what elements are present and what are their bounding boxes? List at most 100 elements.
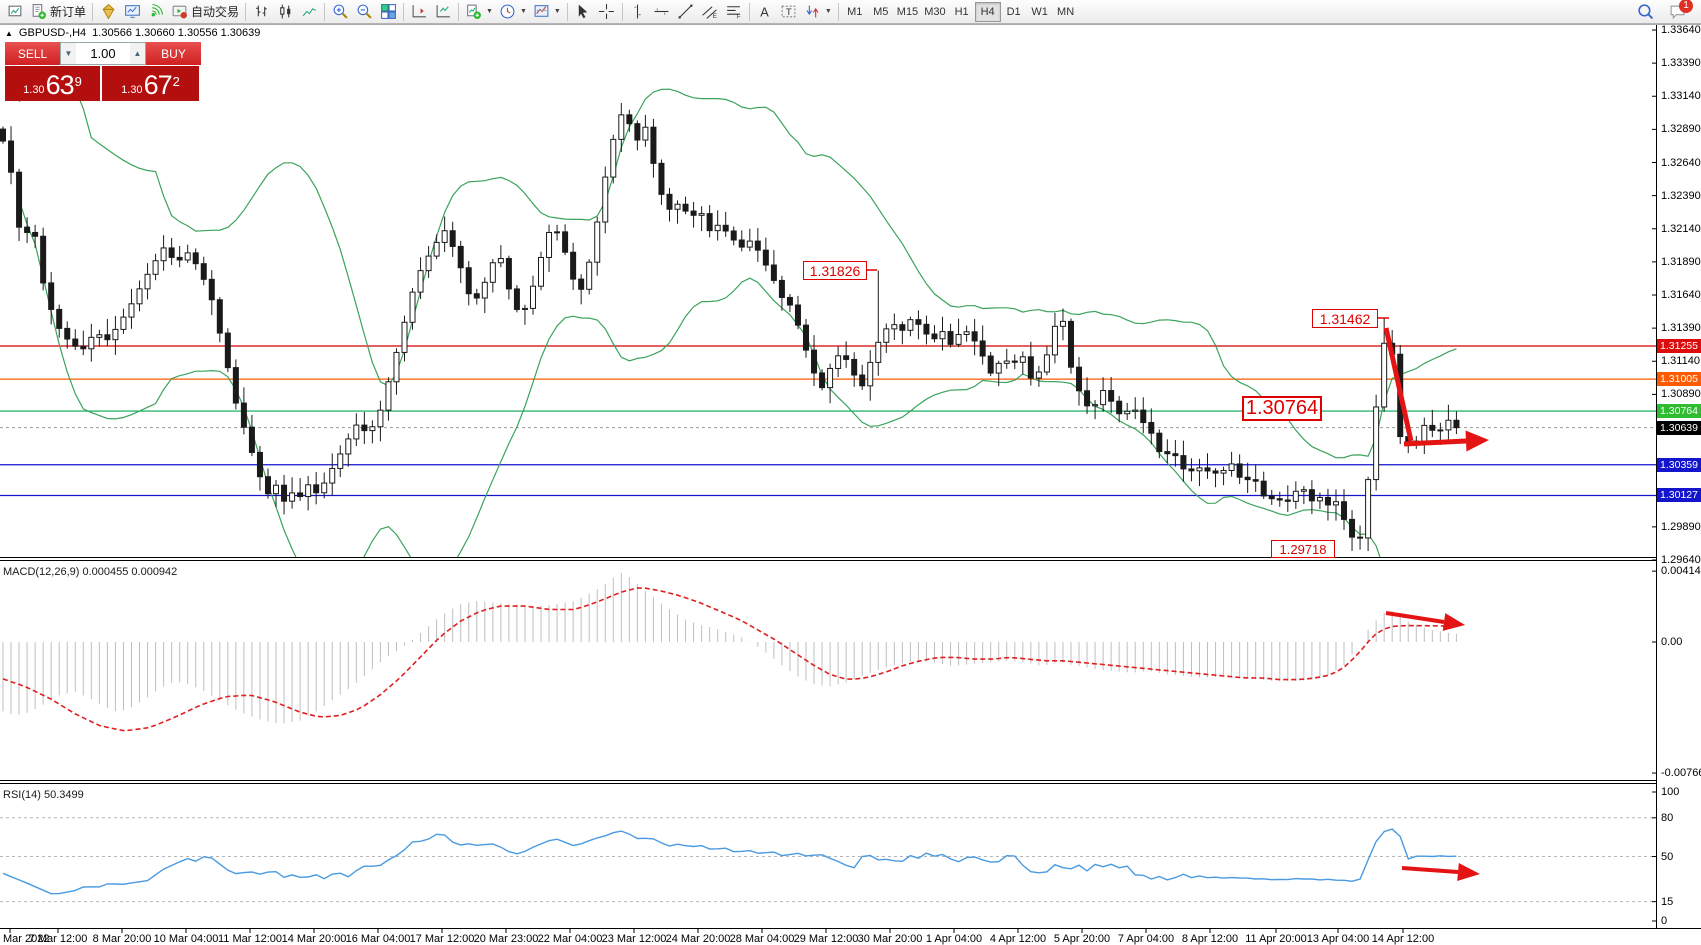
candle xyxy=(1212,470,1219,474)
gem-button[interactable] xyxy=(96,1,120,23)
candle-chart-button[interactable] xyxy=(273,1,297,23)
fibonacci-icon: F xyxy=(725,3,742,20)
macd-signal-line xyxy=(2,587,1457,732)
timeframe-h4[interactable]: H4 xyxy=(974,1,1001,22)
channel-button[interactable]: E xyxy=(698,1,722,23)
timeframe-m30[interactable]: M30 xyxy=(924,5,946,18)
timeframe-m1[interactable]: M1 xyxy=(847,5,863,18)
buy-button[interactable]: BUY xyxy=(146,42,201,65)
shapes-icon xyxy=(804,3,821,20)
text-label-button[interactable]: T xyxy=(777,1,801,23)
shapes-button[interactable]: ▼ xyxy=(801,1,835,23)
search-button[interactable] xyxy=(1632,1,1658,23)
time-axis-label: 10 Mar 04:00 xyxy=(153,933,219,945)
candle xyxy=(843,355,850,360)
gem-icon xyxy=(100,3,117,20)
rsi-axis-tick: 80 xyxy=(1661,811,1674,824)
candle xyxy=(738,239,745,248)
candle xyxy=(931,333,938,340)
time-axis-label: 28 Mar 04:00 xyxy=(729,933,795,945)
candle xyxy=(168,247,175,258)
volume-value[interactable]: 1.00 xyxy=(90,46,116,61)
time-axis-label: 8 Mar 20:00 xyxy=(92,933,152,945)
chart-shift-button[interactable] xyxy=(407,1,431,23)
trendline-button[interactable] xyxy=(674,1,698,23)
chat-button[interactable]: 1 xyxy=(1664,0,1693,23)
time-axis-label: 14 Apr 12:00 xyxy=(1371,933,1435,945)
timeframe-m15[interactable]: M15 xyxy=(896,5,919,18)
volume-down-button[interactable]: ▼ xyxy=(61,43,76,64)
candle xyxy=(642,126,649,141)
candle xyxy=(104,334,111,341)
fibonacci-button[interactable]: F xyxy=(722,1,746,23)
volume-up-button[interactable]: ▲ xyxy=(130,43,145,64)
chevron-down-icon[interactable]: ▼ xyxy=(519,8,527,15)
candle xyxy=(899,324,906,331)
chart-autoscroll-button[interactable] xyxy=(431,1,455,23)
timeframe-h1[interactable]: H1 xyxy=(954,5,969,18)
timeframe-w1[interactable]: W1 xyxy=(1031,5,1048,18)
candle xyxy=(48,282,55,310)
y-axis-tick: 1.32640 xyxy=(1661,156,1701,169)
candle xyxy=(489,262,496,283)
candle xyxy=(377,409,384,428)
chevron-down-icon[interactable]: ▼ xyxy=(486,8,493,15)
candle xyxy=(313,484,320,494)
periods-clock-button[interactable]: ▼ xyxy=(496,1,530,23)
time-axis-label: 16 Mar 04:00 xyxy=(345,933,411,945)
candle xyxy=(1003,360,1010,364)
collapse-icon[interactable]: ▲ xyxy=(5,28,13,38)
trend-arrow xyxy=(1401,866,1459,874)
add-indicator-button[interactable]: ▼ xyxy=(462,1,496,23)
timeframe-m5[interactable]: M5 xyxy=(873,5,889,18)
time-axis-label: 7 Apr 04:00 xyxy=(1117,933,1175,945)
sell-price[interactable]: 1.30 63 9 xyxy=(5,66,102,101)
hline-icon xyxy=(653,3,670,20)
chevron-down-icon[interactable]: ▼ xyxy=(824,8,832,15)
y-axis-tick: 1.31390 xyxy=(1661,322,1701,335)
candle xyxy=(329,467,336,484)
annotations-layer xyxy=(867,269,1489,881)
candle xyxy=(682,203,689,212)
candle xyxy=(883,328,890,343)
macd-label: MACD(12,26,9) 0.000455 0.000942 xyxy=(3,566,178,578)
candle xyxy=(602,176,609,223)
vline-button[interactable] xyxy=(626,1,650,23)
candle xyxy=(1292,490,1299,502)
candle xyxy=(369,426,376,432)
cursor-button[interactable] xyxy=(571,1,595,23)
autotrade-button[interactable]: 自动交易 xyxy=(168,1,242,23)
zoom-out-button[interactable] xyxy=(352,1,376,23)
toolbar-separator xyxy=(748,2,750,21)
candle xyxy=(449,230,456,247)
timeframe-mn[interactable]: MN xyxy=(1057,5,1075,18)
candle xyxy=(827,367,834,389)
hline-button[interactable] xyxy=(650,1,674,23)
templates-button[interactable]: ▼ xyxy=(530,1,564,23)
volume-field[interactable]: ▼ 1.00 ▲ xyxy=(60,42,146,65)
candle xyxy=(393,351,400,383)
new-order-button[interactable]: 新订单 xyxy=(27,1,89,23)
charts-window-button[interactable] xyxy=(120,1,144,23)
candle xyxy=(610,138,617,178)
toolbar-separator xyxy=(458,2,460,21)
candle xyxy=(248,426,255,453)
time-axis-label: 5 Apr 20:00 xyxy=(1053,933,1111,945)
sell-button[interactable]: SELL xyxy=(5,42,60,65)
candle xyxy=(40,235,47,284)
candle xyxy=(1332,501,1339,506)
time-axis-label: 20 Mar 23:00 xyxy=(473,933,539,945)
timeframe-d1[interactable]: D1 xyxy=(1006,5,1021,18)
text-a-button[interactable]: A xyxy=(753,1,777,23)
buy-price[interactable]: 1.30 67 2 xyxy=(102,66,199,101)
zoom-in-button[interactable] xyxy=(328,1,352,23)
signal-button[interactable] xyxy=(144,1,168,23)
chevron-down-icon[interactable]: ▼ xyxy=(553,8,561,15)
candle xyxy=(1076,366,1083,392)
line-chart-button[interactable] xyxy=(297,1,321,23)
terminal-button[interactable] xyxy=(3,1,27,23)
tile-windows-button[interactable] xyxy=(376,1,400,23)
bar-chart-button[interactable] xyxy=(249,1,273,23)
crosshair-button[interactable] xyxy=(595,1,619,23)
